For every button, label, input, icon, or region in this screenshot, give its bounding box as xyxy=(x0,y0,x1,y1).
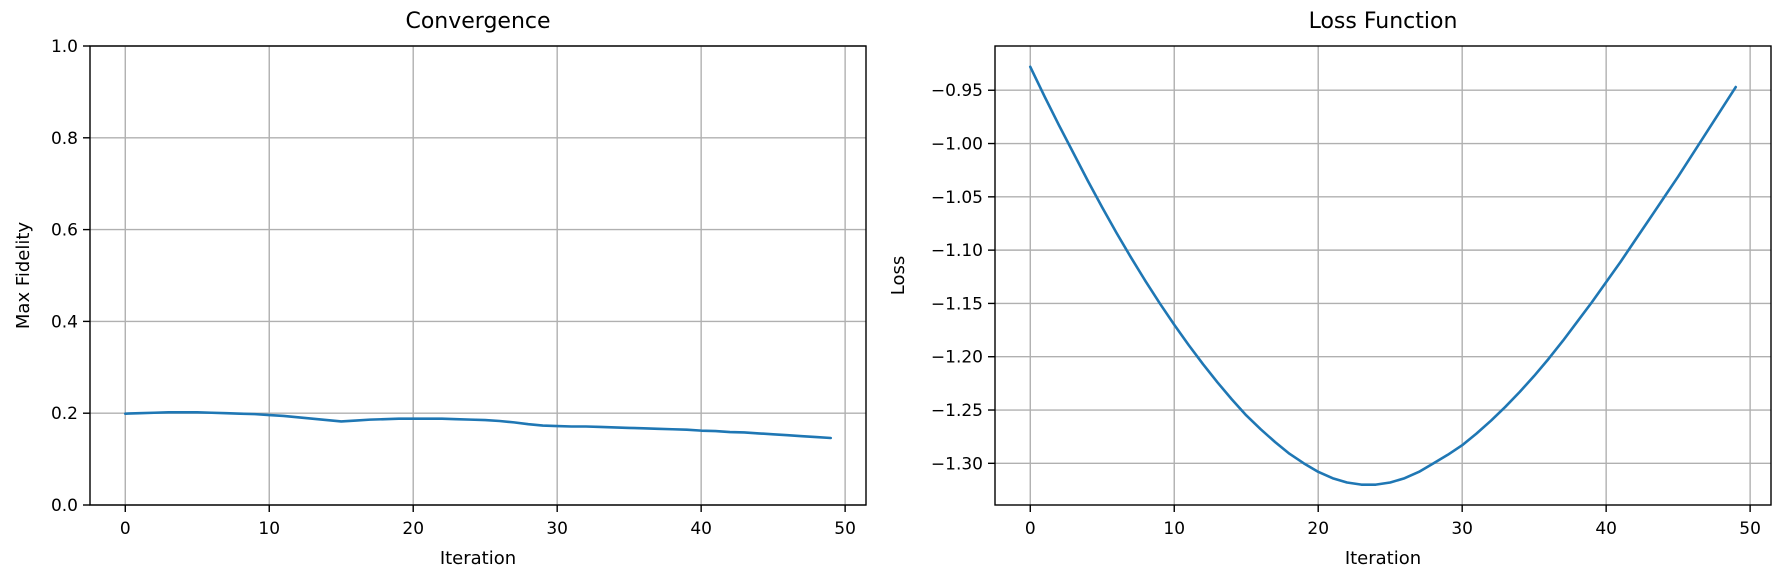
x-tick-label: 30 xyxy=(546,519,568,539)
y-tick-label: −0.95 xyxy=(931,81,983,101)
y-tick-label: 0.2 xyxy=(51,404,78,424)
y-tick-label: 0.8 xyxy=(51,129,78,149)
y-tick-label: −1.25 xyxy=(931,401,983,421)
series-line xyxy=(1028,65,1738,486)
series-line xyxy=(123,410,833,440)
grid xyxy=(995,46,1771,505)
x-tick-label: 20 xyxy=(1307,519,1329,539)
convergence-chart: Convergence Iteration Max Fidelity 0 10 20… xyxy=(13,9,867,569)
x-axis-label: Iteration xyxy=(440,548,516,569)
loss-chart: Loss Function Iteration Loss 0 10 20 30 40 50… xyxy=(888,9,1772,569)
plot-frame xyxy=(994,45,1772,506)
x-axis-label: Iteration xyxy=(1345,548,1421,569)
x-tick-label: 40 xyxy=(1595,519,1617,539)
chart-title: Loss Function xyxy=(1309,9,1458,34)
plot-frame xyxy=(89,45,867,506)
chart-title: Convergence xyxy=(405,9,550,34)
grid xyxy=(90,45,866,506)
y-tick-label: −1.10 xyxy=(931,241,983,261)
y-axis-label: Loss xyxy=(888,256,909,295)
x-tick-label: 50 xyxy=(834,519,856,539)
y-tick-label: −1.05 xyxy=(931,188,983,208)
y-tick-label: −1.20 xyxy=(931,348,983,368)
y-tick-label: −1.30 xyxy=(931,454,983,474)
x-tick-label: 30 xyxy=(1451,519,1473,539)
x-tick-label: 10 xyxy=(1163,519,1185,539)
y-tick-label: 0.6 xyxy=(51,221,78,241)
x-tick-label: 10 xyxy=(258,519,280,539)
x-tick-label: 0 xyxy=(1025,519,1036,539)
x-tick-label: 0 xyxy=(120,519,131,539)
x-tick-label: 50 xyxy=(1739,519,1761,539)
y-tick-label: −1.15 xyxy=(931,294,983,314)
y-axis-label: Max Fidelity xyxy=(13,222,34,330)
x-tick-label: 40 xyxy=(690,519,712,539)
x-tick-label: 20 xyxy=(402,519,424,539)
y-tick-label: 1.0 xyxy=(51,37,78,57)
y-tick-label: 0.4 xyxy=(51,312,78,332)
y-tick-label: 0.0 xyxy=(51,496,78,516)
y-tick-label: −1.00 xyxy=(931,135,983,155)
